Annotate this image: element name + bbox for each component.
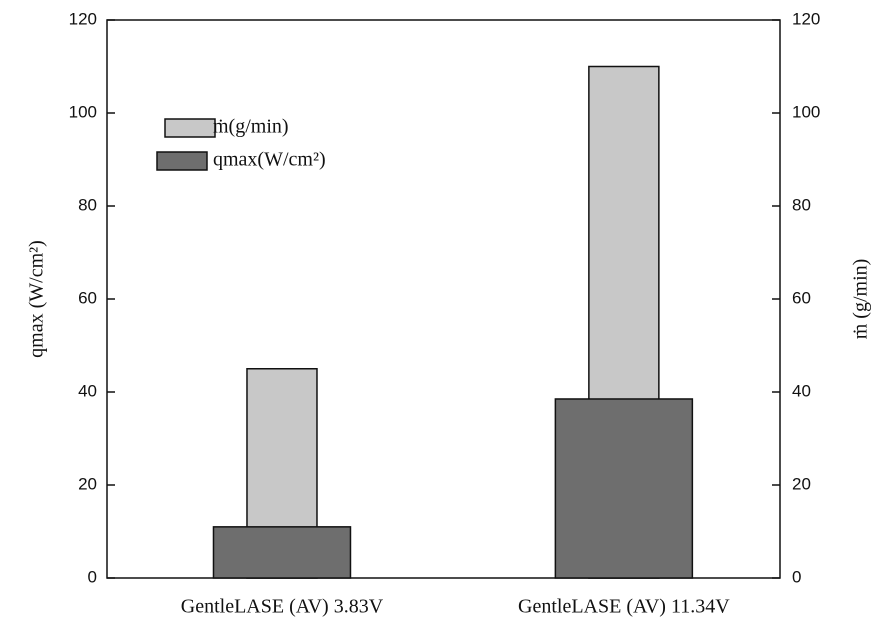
bar [554, 398, 694, 579]
x-tick-label: GentleLASE (AV) 3.83V [181, 596, 384, 618]
y-tick-label: 120 [69, 9, 97, 28]
y2-tick-label: 20 [792, 474, 811, 493]
y-tick-label: 0 [88, 567, 97, 586]
y2-tick-label: 120 [792, 9, 820, 28]
bar [212, 526, 352, 579]
x-tick-label: GentleLASE (AV) 11.34V [518, 596, 730, 618]
y2-tick-label: 0 [792, 567, 801, 586]
y2-axis-label: ṁ (g/min) [850, 259, 872, 340]
y2-tick-label: 100 [792, 102, 820, 121]
y-axis-label: qmax (W/cm²) [26, 240, 48, 358]
y2-tick-label: 60 [792, 288, 811, 307]
y-tick-label: 80 [78, 195, 97, 214]
legend-swatch [156, 151, 208, 171]
y-tick-label: 100 [69, 102, 97, 121]
y-tick-label: 60 [78, 288, 97, 307]
legend-label: qmax(W/cm²) [213, 149, 326, 171]
y2-tick-label: 40 [792, 381, 811, 400]
y-tick-label: 20 [78, 474, 97, 493]
y2-tick-label: 80 [792, 195, 811, 214]
legend-label: ṁ(g/min) [213, 116, 289, 138]
legend-swatch [164, 118, 216, 138]
y-tick-label: 40 [78, 381, 97, 400]
